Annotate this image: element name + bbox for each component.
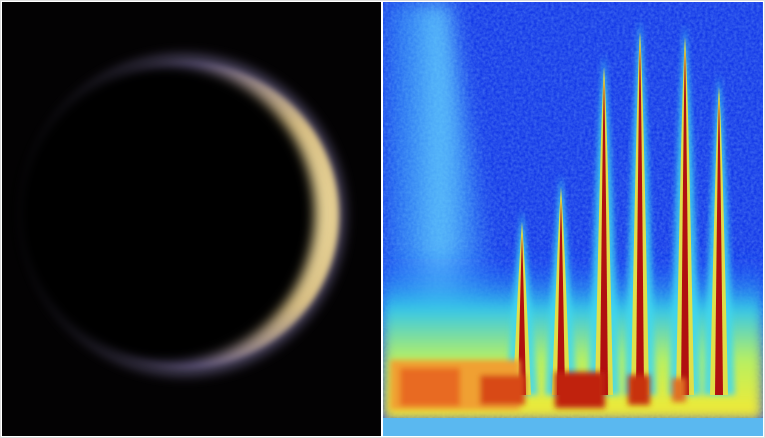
bottom-strip bbox=[383, 418, 763, 436]
blob bbox=[628, 375, 650, 405]
blob bbox=[672, 378, 686, 402]
blob bbox=[480, 375, 525, 405]
blob bbox=[400, 368, 460, 406]
image bbox=[0, 0, 765, 438]
blob bbox=[555, 372, 605, 408]
right-panel bbox=[383, 2, 763, 436]
night-side bbox=[15, 64, 315, 364]
